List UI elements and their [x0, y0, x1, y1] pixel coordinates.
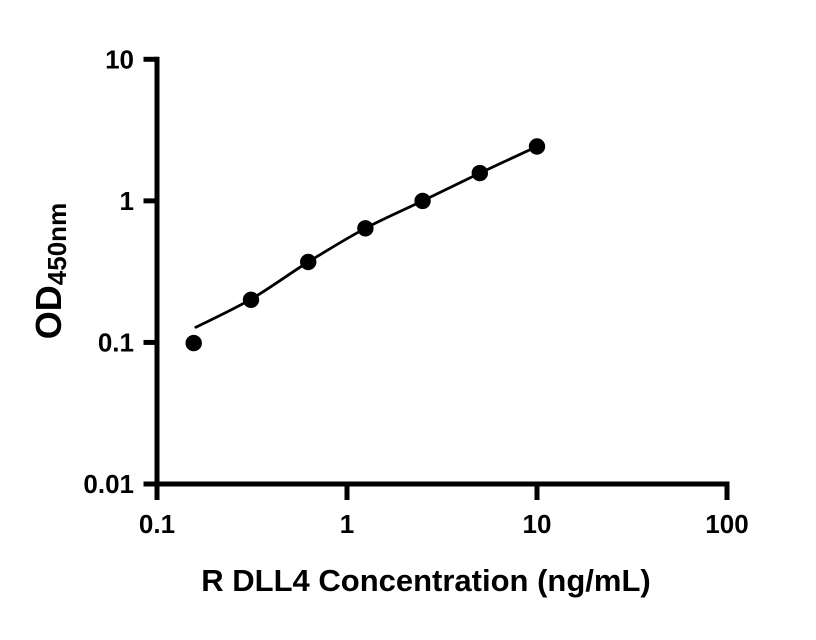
y-axis-title: OD450nm — [28, 203, 72, 340]
y-tick-label: 0.01 — [83, 469, 134, 499]
data-point-marker — [357, 220, 374, 237]
data-point-marker — [528, 138, 546, 155]
y-tick-label: 0.1 — [98, 327, 134, 357]
x-axis-title: R DLL4 Concentration (ng/mL) — [201, 563, 651, 598]
y-tick-label: 1 — [120, 186, 134, 216]
data-point-marker — [300, 253, 317, 271]
x-tick-label: 10 — [523, 509, 552, 539]
x-tick-label: 100 — [705, 509, 748, 539]
data-point-marker — [471, 164, 488, 182]
data-points — [185, 138, 546, 352]
x-tick-label: 0.1 — [139, 509, 175, 539]
data-point-marker — [242, 291, 260, 308]
y-axis-title-subscript: 450nm — [41, 202, 72, 286]
y-axis-title-main: OD — [28, 285, 69, 340]
data-point-marker — [185, 334, 202, 352]
data-point-marker — [414, 192, 431, 210]
y-tick-label: 10 — [105, 44, 134, 74]
x-tick-label: 1 — [340, 509, 354, 539]
